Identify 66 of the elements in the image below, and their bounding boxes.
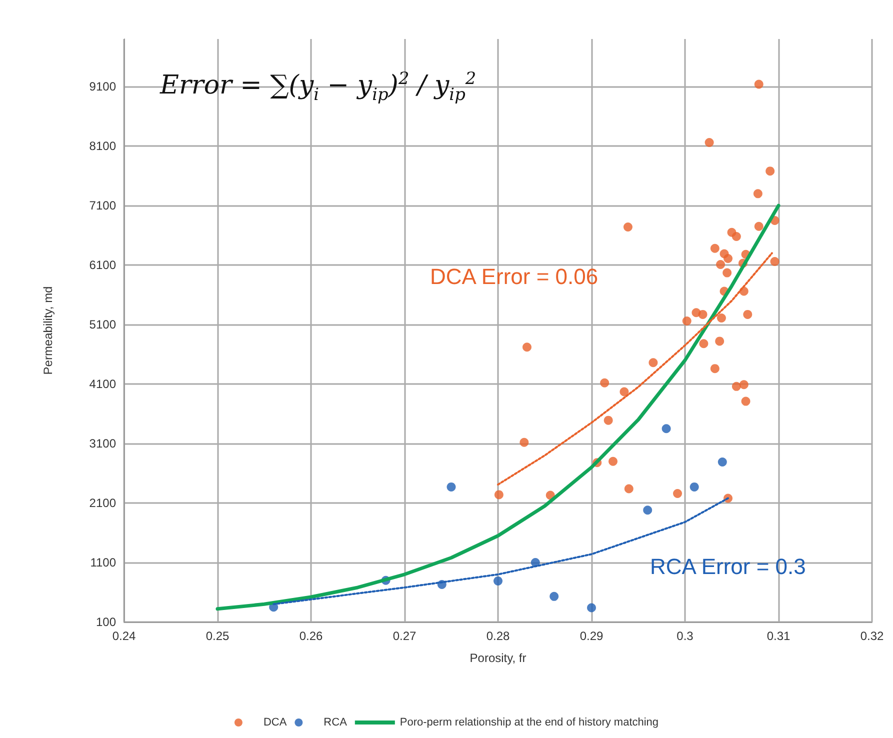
- point: [722, 268, 732, 278]
- point: [743, 310, 752, 319]
- point: [710, 364, 720, 374]
- y-tick-label: 8100: [89, 139, 116, 154]
- point: [741, 396, 750, 406]
- point: [587, 603, 596, 612]
- point: [710, 244, 720, 253]
- point: [699, 339, 708, 348]
- point: [608, 456, 618, 466]
- point: [770, 256, 780, 266]
- y-tick-label: 4100: [89, 377, 116, 392]
- y-tick-label: 6100: [89, 258, 116, 272]
- point: [753, 189, 762, 198]
- point: [648, 358, 658, 368]
- y-tick-label: 5100: [89, 318, 116, 332]
- point: [623, 222, 632, 232]
- point: [682, 316, 692, 326]
- point: [494, 490, 504, 500]
- legend-label: RCA: [324, 716, 348, 728]
- point: [520, 438, 529, 447]
- point: [446, 482, 456, 492]
- point: [698, 310, 708, 319]
- y-tick-label: 9100: [89, 80, 116, 94]
- y-tick-label: 1100: [90, 556, 116, 570]
- point: [673, 489, 682, 498]
- annotation: RCA Error = 0.3: [650, 554, 806, 580]
- point: [704, 138, 714, 148]
- point: [724, 254, 733, 264]
- point: [662, 424, 671, 434]
- point: [754, 80, 764, 89]
- x-axis-title: Porosity, fr: [470, 651, 526, 665]
- point: [718, 457, 727, 466]
- x-tick-label: 0.31: [766, 629, 790, 643]
- point: [494, 576, 502, 586]
- x-tick-label: 0.3: [676, 629, 694, 643]
- point: [643, 506, 652, 515]
- y-tick-label: 7100: [89, 198, 116, 213]
- point: [739, 380, 748, 390]
- point: [716, 314, 726, 323]
- legend-label: DCA: [263, 716, 288, 728]
- y-tick-label: 2100: [89, 496, 116, 510]
- point: [600, 378, 610, 388]
- x-tick-label: 0.26: [299, 629, 323, 643]
- x-tick-label: 0.28: [486, 629, 510, 643]
- point: [716, 260, 726, 269]
- y-tick-label: 3100: [89, 436, 116, 451]
- annotation: DCA Error = 0.06: [430, 264, 598, 290]
- point: [754, 222, 764, 231]
- legend-label: Poro-perm relationship at the end of history matching: [400, 716, 659, 728]
- x-tick-label: 0.27: [392, 629, 416, 643]
- point: [766, 166, 775, 176]
- point: [732, 382, 741, 391]
- point: [732, 232, 741, 242]
- x-tick-label: 0.29: [580, 629, 604, 643]
- point: [550, 592, 559, 601]
- y-axis-title: Permeability, md: [41, 286, 55, 375]
- point: [522, 342, 532, 352]
- x-tick-label: 0.32: [860, 629, 884, 643]
- point: [620, 387, 629, 396]
- x-tick-label: 0.24: [112, 629, 136, 643]
- point: [604, 416, 613, 425]
- y-tick-label: 100: [96, 615, 116, 629]
- x-tick-label: 0.25: [206, 629, 230, 643]
- point: [715, 336, 724, 346]
- point: [624, 484, 634, 494]
- point: [690, 482, 699, 492]
